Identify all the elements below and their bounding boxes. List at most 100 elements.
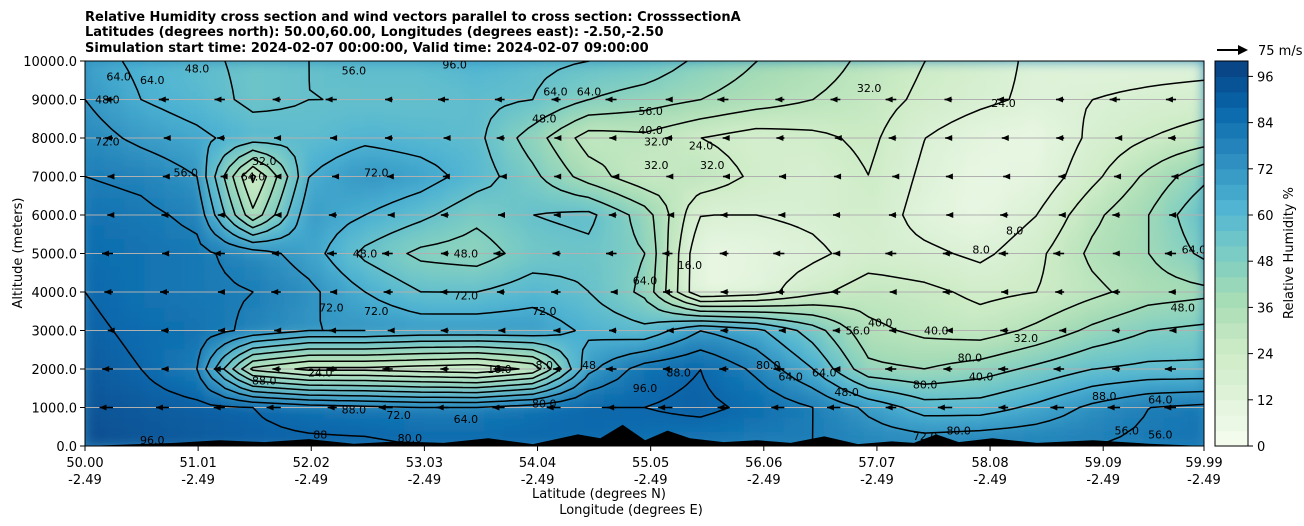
humidity-cell <box>524 431 546 446</box>
humidity-cell <box>943 418 965 433</box>
plot-area: 64.0 64.0 48.0 48.0 56.0 96.0 64.0 64.0 56.0 48.0… <box>84 60 1205 447</box>
humidity-cell <box>244 115 266 131</box>
humidity-cell <box>624 321 645 337</box>
humidity-cell <box>624 239 645 254</box>
humidity-cell <box>1103 184 1125 199</box>
humidity-cell <box>304 74 326 89</box>
humidity-cell <box>983 376 1005 392</box>
wind-vector <box>107 173 115 180</box>
humidity-cell <box>1123 294 1145 309</box>
humidity-cell <box>184 156 206 172</box>
humidity-cell <box>743 418 765 433</box>
humidity-cell <box>883 61 905 76</box>
wind-vector <box>161 212 169 218</box>
humidity-cell <box>284 170 306 186</box>
humidity-cell <box>1183 376 1204 392</box>
humidity-cell <box>1143 61 1165 76</box>
humidity-cell <box>144 61 166 76</box>
humidity-cell <box>663 308 685 323</box>
humidity-cell <box>963 61 985 76</box>
humidity-cell <box>464 239 486 254</box>
contour-label: 48.0 <box>454 247 479 260</box>
humidity-cell <box>564 74 586 89</box>
humidity-cell <box>943 198 965 213</box>
humidity-cell <box>124 294 146 309</box>
humidity-cell <box>1103 170 1125 186</box>
humidity-cell <box>544 376 566 392</box>
humidity-cell <box>1103 390 1125 406</box>
humidity-cell <box>344 266 366 282</box>
wind-vector <box>831 289 841 295</box>
humidity-cell <box>424 349 446 364</box>
humidity-cell <box>624 253 645 268</box>
humidity-cell <box>683 74 705 89</box>
humidity-cell <box>424 363 446 378</box>
humidity-cell <box>85 198 106 213</box>
humidity-cell <box>883 294 905 309</box>
humidity-cell <box>164 363 186 378</box>
humidity-cell <box>524 61 546 76</box>
humidity-cell <box>783 88 805 103</box>
humidity-cell <box>823 61 845 76</box>
wind-vector <box>830 96 841 103</box>
humidity-cell <box>1023 74 1045 89</box>
humidity-cell <box>104 198 126 213</box>
humidity-cell <box>903 294 925 309</box>
humidity-cell <box>424 61 446 76</box>
humidity-cell <box>384 376 406 392</box>
contour-label: 8.0 <box>1006 224 1024 237</box>
humidity-cell <box>404 266 426 282</box>
contour-label: 88 <box>313 428 327 441</box>
humidity-cell <box>85 349 106 364</box>
humidity-cell <box>184 280 206 296</box>
wind-vector <box>944 96 953 103</box>
humidity-cell <box>624 363 645 378</box>
humidity-cell <box>703 115 725 131</box>
humidity-cell <box>903 239 925 254</box>
humidity-cell <box>883 184 905 199</box>
humidity-cell <box>504 349 526 364</box>
humidity-cell <box>364 266 386 282</box>
humidity-cell <box>923 349 945 364</box>
humidity-cell <box>604 225 626 241</box>
humidity-cell <box>164 349 186 364</box>
humidity-cell <box>923 184 945 199</box>
contour-label: 64.0 <box>241 170 266 183</box>
humidity-cell <box>344 143 366 158</box>
wind-vector <box>1059 327 1067 334</box>
humidity-cell <box>763 321 785 337</box>
humidity-cell <box>863 239 885 254</box>
humidity-cell <box>763 170 785 186</box>
wind-vector <box>996 96 1009 103</box>
humidity-cell <box>1183 156 1204 172</box>
humidity-cell <box>284 61 306 76</box>
wind-vector <box>658 404 673 411</box>
wind-vector <box>383 289 393 295</box>
humidity-cell <box>384 211 406 227</box>
humidity-cell <box>723 225 745 241</box>
humidity-cell <box>1043 335 1065 351</box>
humidity-cell <box>883 308 905 323</box>
humidity-cell <box>803 418 825 433</box>
colorbar-tick-label: 84 <box>1257 117 1274 132</box>
wind-vector <box>107 327 115 334</box>
humidity-cell <box>344 170 366 186</box>
humidity-cell <box>244 418 266 433</box>
humidity-cell <box>663 390 685 406</box>
colorbar-segment <box>1215 230 1248 247</box>
humidity-cell <box>424 225 446 241</box>
wind-vector <box>499 173 507 180</box>
humidity-cell <box>863 280 885 296</box>
x-tick-label-lon: -2.49 <box>294 473 328 488</box>
humidity-cell <box>144 418 166 433</box>
wind-vector <box>213 404 225 411</box>
humidity-cell <box>983 198 1005 213</box>
humidity-cell <box>644 253 665 268</box>
humidity-cell <box>384 61 406 76</box>
humidity-cell <box>344 74 366 89</box>
humidity-cell <box>264 61 286 76</box>
humidity-cell <box>584 170 606 186</box>
humidity-cell <box>683 170 705 186</box>
humidity-cell <box>1043 115 1065 131</box>
humidity-cell <box>504 253 526 268</box>
